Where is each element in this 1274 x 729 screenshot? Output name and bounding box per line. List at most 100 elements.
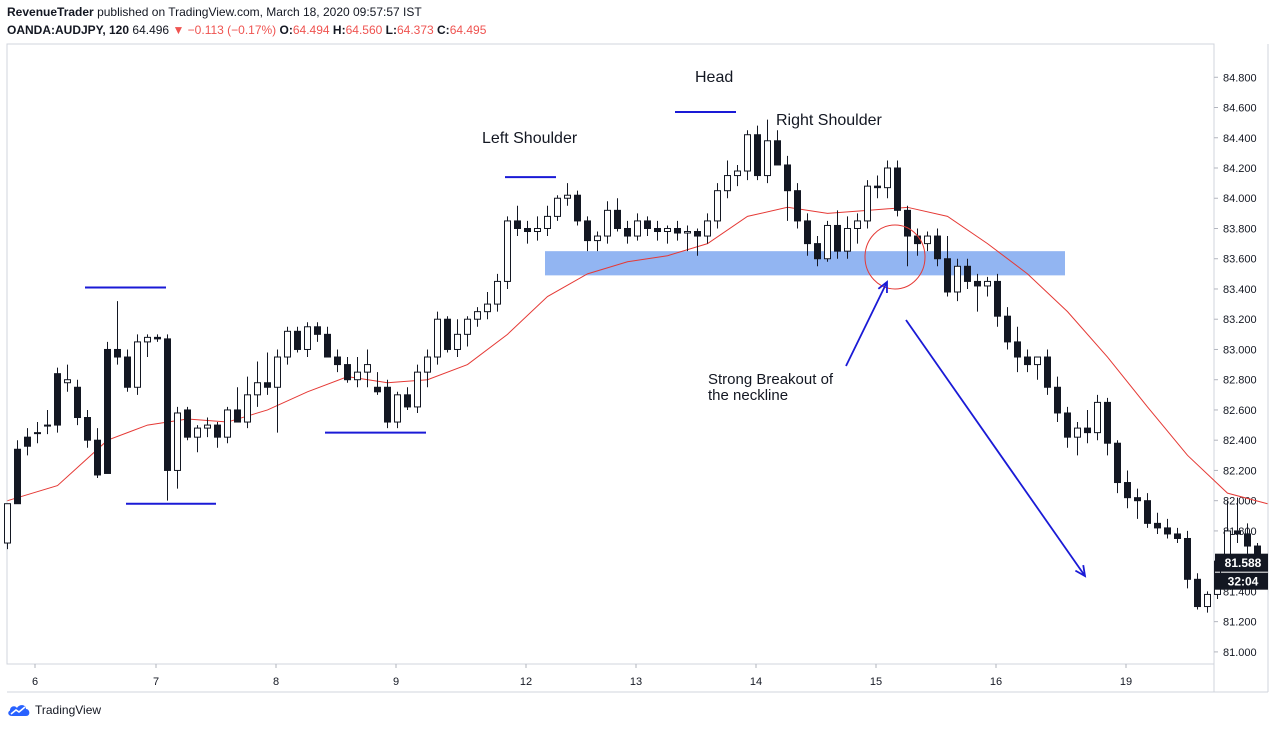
- candle[interactable]: [1074, 427, 1081, 438]
- candle[interactable]: [104, 348, 111, 474]
- candle[interactable]: [674, 227, 681, 234]
- candle[interactable]: [604, 209, 611, 237]
- candle[interactable]: [164, 338, 171, 471]
- breakout-circle[interactable]: [864, 224, 926, 290]
- candle[interactable]: [204, 424, 211, 429]
- candle[interactable]: [234, 409, 241, 423]
- candle[interactable]: [564, 194, 571, 199]
- candle[interactable]: [1054, 386, 1061, 414]
- candle[interactable]: [1104, 401, 1111, 444]
- candle[interactable]: [944, 258, 951, 293]
- candle[interactable]: [744, 134, 751, 172]
- candle[interactable]: [754, 134, 761, 177]
- candle[interactable]: [494, 280, 501, 305]
- candle[interactable]: [1004, 315, 1011, 343]
- candle[interactable]: [894, 167, 901, 211]
- candle[interactable]: [534, 227, 541, 233]
- tradingview-logo[interactable]: TradingView: [7, 703, 101, 717]
- candle[interactable]: [424, 356, 431, 373]
- candle[interactable]: [454, 333, 461, 350]
- candle[interactable]: [934, 235, 941, 260]
- candle[interactable]: [414, 371, 421, 408]
- candle[interactable]: [294, 330, 301, 350]
- candle[interactable]: [1194, 578, 1201, 608]
- candle[interactable]: [44, 424, 51, 427]
- candle[interactable]: [1094, 401, 1101, 434]
- candle[interactable]: [794, 190, 801, 222]
- candle[interactable]: [544, 215, 551, 229]
- candle[interactable]: [854, 220, 861, 229]
- candle[interactable]: [594, 235, 601, 242]
- candle[interactable]: [94, 439, 101, 476]
- candle[interactable]: [1034, 356, 1041, 366]
- candle[interactable]: [484, 303, 491, 313]
- candle[interactable]: [714, 190, 721, 222]
- candle[interactable]: [1024, 356, 1031, 366]
- candle[interactable]: [184, 409, 191, 438]
- candle[interactable]: [244, 394, 251, 423]
- candle[interactable]: [684, 231, 691, 234]
- candle[interactable]: [644, 220, 651, 229]
- candle[interactable]: [1244, 533, 1251, 547]
- candle[interactable]: [154, 336, 161, 340]
- candle[interactable]: [954, 265, 961, 293]
- candle[interactable]: [174, 412, 181, 471]
- candle[interactable]: [874, 185, 881, 189]
- candle[interactable]: [64, 379, 71, 384]
- candle[interactable]: [224, 409, 231, 438]
- candle[interactable]: [314, 326, 321, 335]
- candle[interactable]: [1174, 533, 1181, 539]
- candle[interactable]: [134, 341, 141, 388]
- candle[interactable]: [264, 382, 271, 388]
- candle[interactable]: [1154, 522, 1161, 529]
- candle[interactable]: [144, 336, 151, 343]
- candle[interactable]: [394, 394, 401, 423]
- candle[interactable]: [464, 318, 471, 335]
- candle[interactable]: [304, 326, 311, 350]
- candle[interactable]: [1134, 497, 1141, 502]
- candle[interactable]: [624, 227, 631, 237]
- candle[interactable]: [1234, 530, 1241, 535]
- candle[interactable]: [774, 140, 781, 166]
- candle[interactable]: [124, 356, 131, 388]
- candle[interactable]: [334, 356, 341, 366]
- candle[interactable]: [404, 394, 411, 408]
- candle[interactable]: [364, 364, 371, 373]
- candle[interactable]: [824, 224, 831, 260]
- candle[interactable]: [444, 318, 451, 350]
- candle[interactable]: [804, 220, 811, 245]
- candle[interactable]: [764, 140, 771, 177]
- candle[interactable]: [54, 373, 61, 426]
- candle[interactable]: [884, 167, 891, 189]
- candle[interactable]: [784, 164, 791, 192]
- candle[interactable]: [704, 220, 711, 237]
- candle[interactable]: [24, 436, 31, 447]
- candle[interactable]: [74, 386, 81, 419]
- target-arrow[interactable]: [905, 319, 1086, 577]
- candle[interactable]: [1044, 356, 1051, 388]
- candle[interactable]: [834, 224, 841, 252]
- candle[interactable]: [634, 220, 641, 237]
- candle[interactable]: [984, 280, 991, 287]
- candle[interactable]: [284, 330, 291, 358]
- candle[interactable]: [734, 170, 741, 177]
- candle[interactable]: [694, 231, 701, 237]
- candle[interactable]: [34, 432, 41, 435]
- candle[interactable]: [664, 227, 671, 233]
- candle[interactable]: [274, 356, 281, 388]
- candle[interactable]: [84, 417, 91, 441]
- candle[interactable]: [844, 227, 851, 252]
- candle[interactable]: [654, 227, 661, 233]
- candle[interactable]: [904, 209, 911, 237]
- candle[interactable]: [1144, 500, 1151, 524]
- candle[interactable]: [974, 280, 981, 287]
- candle[interactable]: [1204, 593, 1211, 608]
- candle[interactable]: [964, 265, 971, 282]
- candle[interactable]: [924, 235, 931, 245]
- breakout-arrow[interactable]: [845, 281, 888, 367]
- candle[interactable]: [994, 280, 1001, 317]
- candle[interactable]: [554, 197, 561, 217]
- candle[interactable]: [574, 194, 581, 222]
- candle[interactable]: [1084, 427, 1091, 434]
